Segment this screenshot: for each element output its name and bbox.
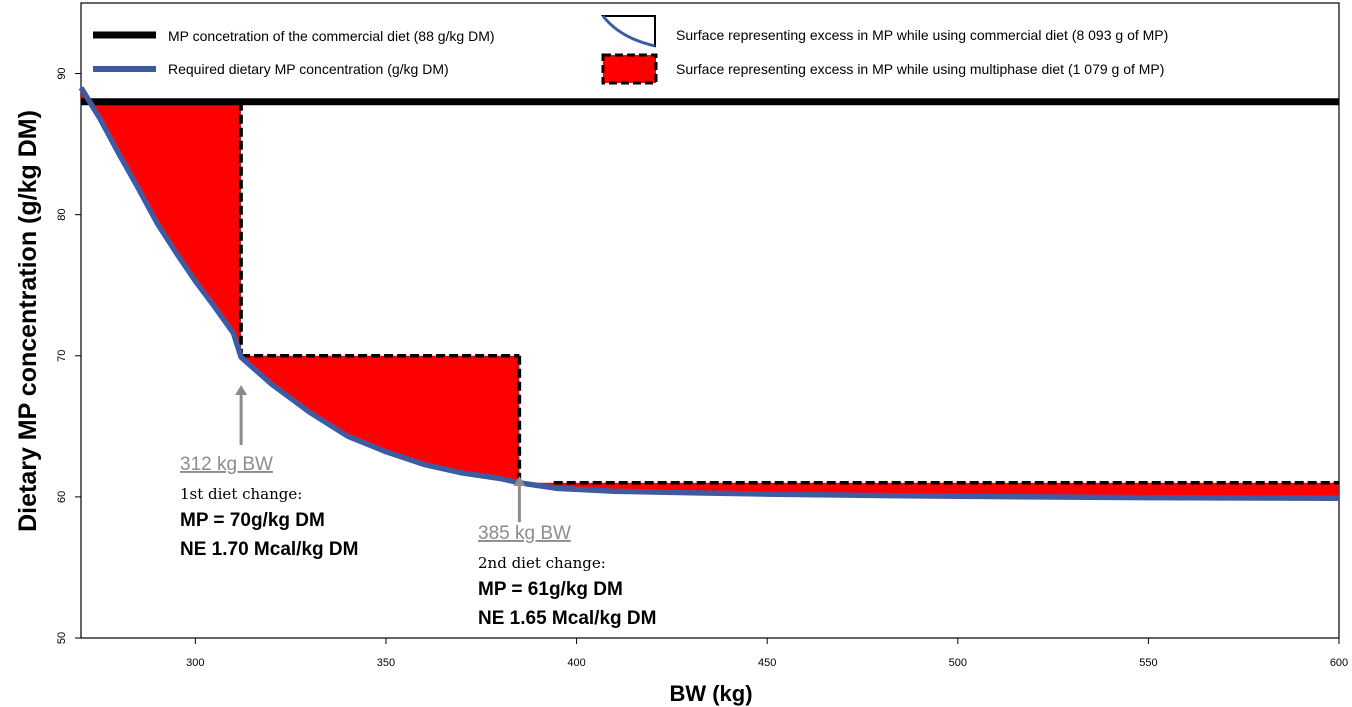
legend-swatch-excess-commercial (600, 15, 656, 48)
axes-group: 300 350 400 450 500 550 600 50 60 70 80 90 (56, 67, 1348, 669)
legend: MP concetration of the commercial diet (… (93, 15, 1168, 85)
annotation-subtitle-2: 2nd diet change: (478, 554, 606, 572)
legend-label-excess-commercial: Surface representing excess in MP while … (676, 27, 1168, 43)
legend-label-excess-multiphase: Surface representing excess in MP while … (676, 61, 1164, 77)
plot-frame (80, 2, 1340, 639)
series-line-group (78, 86, 1340, 502)
diet-change-arrowhead-2 (513, 476, 526, 486)
y-tick-label-80: 80 (56, 209, 68, 221)
annotation-subtitle-1: 1st diet change: (180, 485, 302, 503)
excess-area-3 (519, 482, 1339, 499)
x-tick-label-400: 400 (567, 657, 585, 669)
annotation-mp-1: MP = 70g/kg DM (180, 510, 325, 531)
diet-change-arrowhead-1 (235, 385, 248, 395)
legend-label-required: Required dietary MP concentration (g/kg … (168, 61, 449, 77)
required-mp-curve (78, 86, 1340, 502)
annotations-group: 312 kg BW 1st diet change: MP = 70g/kg DM N… (180, 385, 656, 629)
annotation-title-2: 385 kg BW (478, 523, 571, 544)
x-tick-label-450: 450 (758, 657, 776, 669)
annotation-ne-2: NE 1.65 Mcal/kg DM (478, 608, 656, 629)
annotation-ne-1: NE 1.70 Mcal/kg DM (180, 539, 358, 560)
legend-swatch-excess-multiphase (601, 53, 658, 85)
legend-swatch-excess-commercial-curve (601, 15, 656, 48)
x-tick-label-500: 500 (949, 657, 967, 669)
y-tick-label-90: 90 (56, 67, 68, 79)
x-tick-label-600: 600 (1330, 657, 1348, 669)
y-axis-label: Dietary MP concentration (g/kg DM) (14, 110, 42, 532)
x-tick-label-300: 300 (186, 657, 204, 669)
x-tick-label-350: 350 (377, 657, 395, 669)
annotation-mp-2: MP = 61g/kg DM (478, 579, 623, 600)
y-tick-label-70: 70 (56, 350, 68, 362)
legend-label-commercial: MP concetration of the commercial diet (… (168, 28, 495, 44)
y-tick-label-60: 60 (56, 491, 68, 503)
excess-area-2 (241, 355, 520, 483)
x-tick-label-550: 550 (1139, 657, 1157, 669)
x-axis-label: BW (kg) (669, 681, 752, 706)
annotation-title-1: 312 kg BW (180, 454, 273, 475)
excess-fill-group (81, 87, 1339, 499)
y-tick-label-50: 50 (56, 632, 68, 644)
